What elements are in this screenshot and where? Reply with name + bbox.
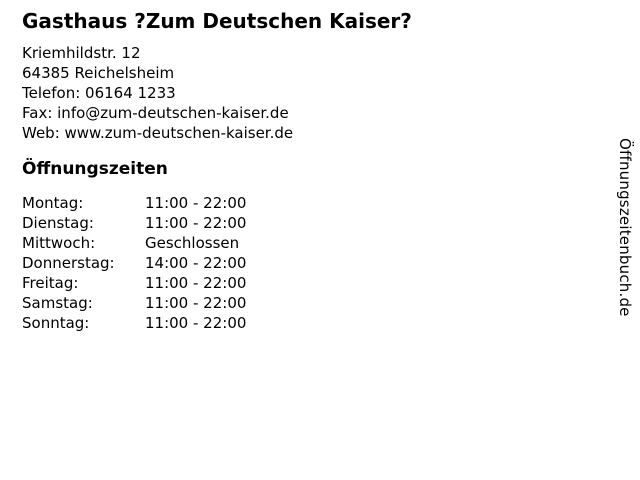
hours-value: Geschlossen xyxy=(145,234,240,252)
day-label: Donnerstag: xyxy=(22,254,115,272)
page-title: Gasthaus ?Zum Deutschen Kaiser? xyxy=(22,9,412,33)
watermark-vertical-text: Öffnungszeitenbuch.de xyxy=(616,138,634,317)
hours-value: 11:00 - 22:00 xyxy=(145,314,247,332)
opening-hours-table: Montag: 11:00 - 22:00 Dienstag: 11:00 - … xyxy=(22,193,246,333)
day-label: Freitag: xyxy=(22,274,79,292)
hours-value: 11:00 - 22:00 xyxy=(145,214,247,232)
hours-value: 11:00 - 22:00 xyxy=(145,194,247,212)
contact-block: Kriemhildstr. 12 64385 Reichelsheim Tele… xyxy=(22,43,293,143)
opening-hours-heading: Öffnungszeiten xyxy=(22,159,168,179)
hours-value: 11:00 - 22:00 xyxy=(145,294,247,312)
phone-line: Telefon: 06164 1233 xyxy=(22,84,176,102)
day-label: Sonntag: xyxy=(22,314,90,332)
fax-line: Fax: info@zum-deutschen-kaiser.de xyxy=(22,104,289,122)
day-label: Montag: xyxy=(22,194,84,212)
day-label: Samstag: xyxy=(22,294,93,312)
address-street: Kriemhildstr. 12 xyxy=(22,44,141,62)
web-line: Web: www.zum-deutschen-kaiser.de xyxy=(22,124,294,142)
day-label: Dienstag: xyxy=(22,214,94,232)
day-label: Mittwoch: xyxy=(22,234,96,252)
hours-value: 14:00 - 22:00 xyxy=(145,254,247,272)
hours-value: 11:00 - 22:00 xyxy=(145,274,247,292)
address-city: 64385 Reichelsheim xyxy=(22,64,175,82)
